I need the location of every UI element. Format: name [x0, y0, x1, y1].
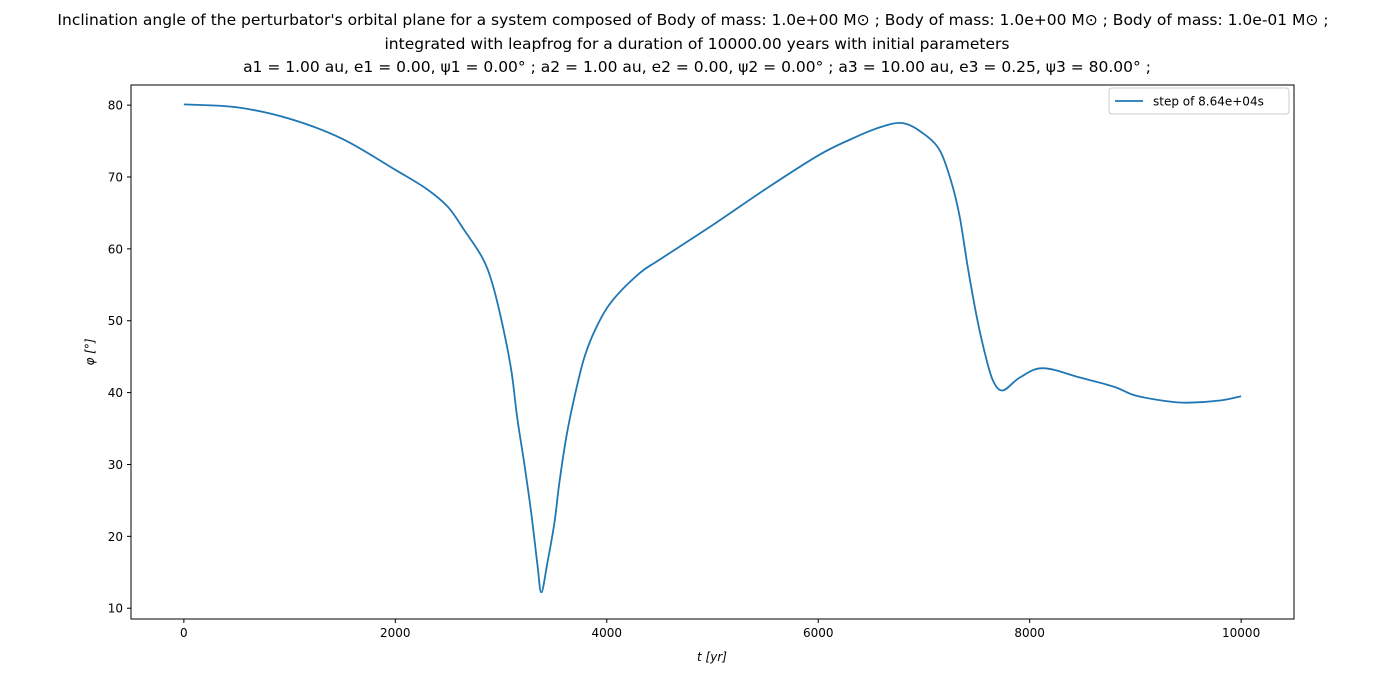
legend-box: [1108, 87, 1290, 115]
series-line: [183, 103, 1242, 594]
y-tick-label: 20: [108, 530, 123, 544]
y-tick-label: 50: [108, 314, 123, 328]
x-tick-label: 10000: [1222, 626, 1260, 640]
y-axis-label: φ [°]: [83, 338, 97, 365]
legend: step of 8.64e+04s: [1108, 87, 1290, 115]
x-tick-label: 6000: [803, 626, 834, 640]
y-tick-label: 10: [108, 602, 123, 616]
chart-title-line-2: integrated with leapfrog for a duration …: [385, 35, 1010, 53]
y-tick-label: 80: [108, 99, 123, 113]
y-tick-label: 30: [108, 458, 123, 472]
legend-label: step of 8.64e+04s: [1153, 95, 1264, 109]
y-tick-label: 40: [108, 386, 123, 400]
plot-frame: [130, 84, 1295, 620]
x-tick-label: 4000: [591, 626, 622, 640]
axis-ticks: 0 2000 4000 6000 8000 10000 10 20 30 40 50 60 70 80: [108, 99, 1261, 640]
x-tick-label: 2000: [380, 626, 411, 640]
x-tick-label: 0: [180, 626, 188, 640]
x-tick-label: 8000: [1014, 626, 1045, 640]
chart-title-line-3: a1 = 1.00 au, e1 = 0.00, ψ1 = 0.00° ; a2…: [243, 58, 1151, 76]
y-tick-label: 70: [108, 170, 123, 184]
x-axis-label: t [yr]: [697, 650, 727, 664]
y-tick-label: 60: [108, 242, 123, 256]
chart-title-line-1: Inclination angle of the perturbator's o…: [57, 11, 1328, 29]
